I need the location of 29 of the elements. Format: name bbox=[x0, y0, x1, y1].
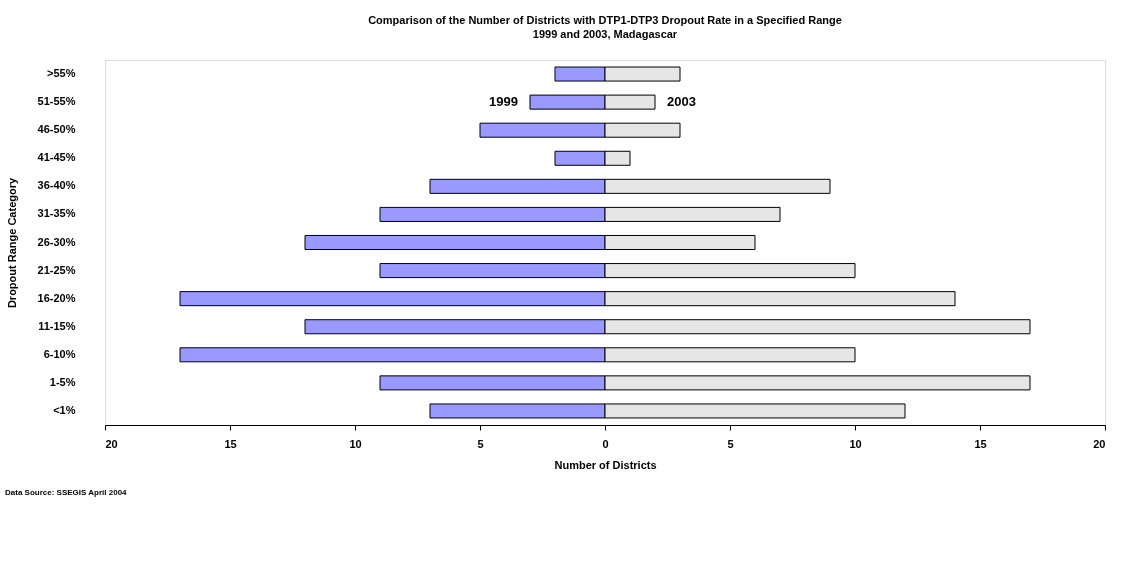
series-label: 1999 bbox=[489, 94, 518, 110]
y-tick-label: 51-55% bbox=[37, 95, 76, 108]
x-axis-title: Number of Districts bbox=[554, 458, 657, 471]
x-tick-label: 20 bbox=[105, 437, 118, 450]
y-tick-label: 6-10% bbox=[43, 347, 76, 360]
series-label: 2003 bbox=[667, 94, 696, 110]
y-tick-label: 31-35% bbox=[37, 207, 76, 220]
y-tick-label: 16-20% bbox=[37, 291, 76, 304]
x-tick-label: 15 bbox=[224, 437, 237, 450]
x-tick-label: 0 bbox=[602, 437, 609, 450]
x-tick-label: 15 bbox=[974, 437, 987, 450]
x-tick-label: 20 bbox=[1093, 437, 1106, 450]
y-tick-label: 46-50% bbox=[37, 123, 76, 136]
x-tick-label: 5 bbox=[727, 437, 734, 450]
y-tick-label: <1% bbox=[53, 403, 76, 416]
y-tick-label: 1-5% bbox=[49, 375, 76, 388]
y-tick-label: 36-40% bbox=[37, 179, 76, 192]
chart-title: Comparison of the Number of Districts with DTP1-DTP3 Dropout Rate in a Specified Range bbox=[368, 14, 842, 26]
y-tick-label: 21-25% bbox=[37, 263, 76, 276]
x-tick-label: 10 bbox=[849, 437, 862, 450]
y-tick-label: >55% bbox=[47, 67, 76, 80]
y-tick-label: 41-45% bbox=[37, 151, 76, 164]
y-tick-label: 26-30% bbox=[37, 235, 76, 248]
x-tick-label: 5 bbox=[477, 437, 484, 450]
x-tick-label: 10 bbox=[349, 437, 362, 450]
y-tick-label: 11-15% bbox=[38, 319, 76, 332]
source-note: Data Source: SSEGIS April 2004 bbox=[5, 488, 128, 497]
chart-subtitle: 1999 and 2003, Madagascar bbox=[532, 28, 678, 40]
y-axis-title: Dropout Range Category bbox=[5, 177, 18, 309]
